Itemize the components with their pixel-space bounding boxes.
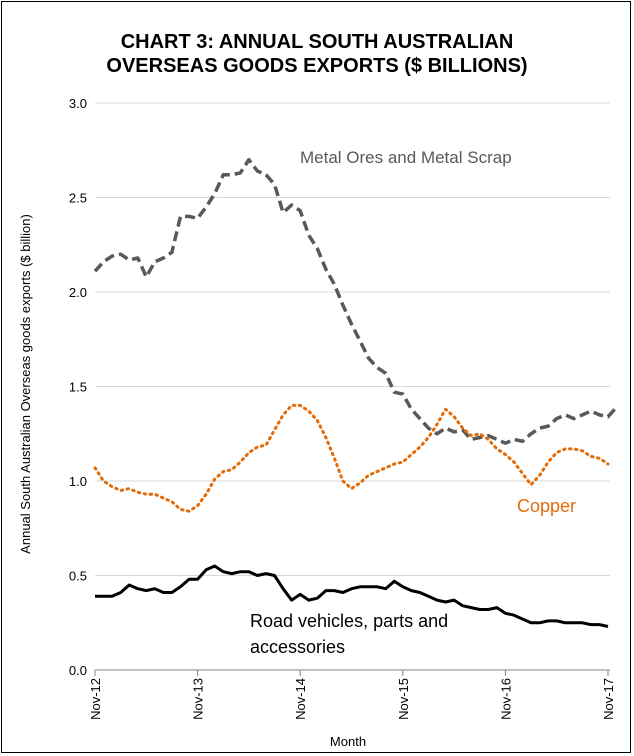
series-label-road-vehicles-line1: Road vehicles, parts and — [250, 611, 448, 631]
y-tick-label: 2.5 — [69, 191, 87, 206]
x-tick-label: Nov-15 — [396, 678, 411, 720]
y-tick-label: 1.0 — [69, 474, 87, 489]
gridlines — [95, 102, 610, 576]
x-axis-title: Month — [330, 734, 366, 749]
x-tick-label: Nov-13 — [191, 678, 206, 720]
chart-title: CHART 3: ANNUAL SOUTH AUSTRALIAN OVERSEA… — [0, 30, 634, 78]
x-tick-label: Nov-16 — [498, 678, 513, 720]
chart-title-line2: OVERSEAS GOODS EXPORTS ($ BILLIONS) — [106, 55, 528, 77]
y-tick-label: 1.5 — [69, 380, 87, 395]
y-axis-title: Annual South Australian Overseas goods e… — [18, 214, 33, 554]
series-label-road-vehicles-line2: accessories — [250, 637, 345, 657]
y-axis-ticks: 0.0 0.5 1.0 1.5 2.0 2.5 3.0 — [69, 96, 87, 678]
y-tick-label: 2.0 — [69, 285, 87, 300]
series-line-road-vehicles-parts-and-accessories — [95, 564, 609, 628]
x-tick-label: Nov-14 — [293, 678, 308, 720]
y-tick-label: 3.0 — [69, 96, 87, 111]
y-tick-label: 0.0 — [69, 663, 87, 678]
x-tick-label: Nov-17 — [601, 678, 616, 720]
chart-title-line1: CHART 3: ANNUAL SOUTH AUSTRALIAN — [120, 31, 514, 53]
series-line-metal-ores-and-metal-scrap — [93, 157, 618, 445]
series-lines — [93, 157, 618, 628]
x-axis: Nov-12 Nov-13 Nov-14 Nov-15 Nov-16 Nov-17 — [88, 669, 616, 720]
series-line-copper — [93, 403, 610, 513]
series-label-copper: Copper — [517, 496, 576, 516]
y-tick-label: 0.5 — [69, 569, 87, 584]
series-label-metal-ores: Metal Ores and Metal Scrap — [300, 148, 512, 167]
x-tick-label: Nov-12 — [88, 678, 103, 720]
